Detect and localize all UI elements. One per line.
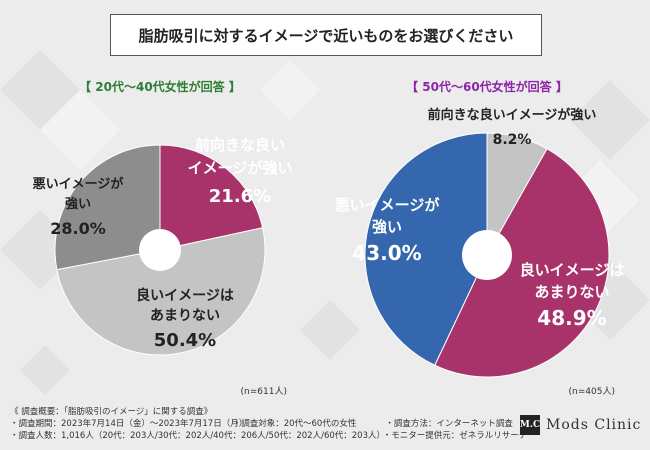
slice-value-1-1: 48.9%: [537, 306, 606, 330]
pie-slice-0-0: [159, 144, 264, 251]
n-label-1: (n=405人): [569, 386, 615, 397]
slice-label-1-2-0: 悪いイメージが: [335, 196, 441, 214]
slice-value-0-0: 21.6%: [209, 186, 271, 207]
chart-title: 脂肪吸引に対するイメージで近いものをお選びください: [110, 14, 542, 56]
slice-label-1-2-1: 強い: [372, 218, 402, 236]
group-label-1: 【 50代～60代女性が回答 】: [406, 79, 568, 94]
pie-slice-0-2: [54, 144, 161, 271]
pie-slice-1-1: [434, 148, 610, 378]
survey-footer: 《 調査概要：「脂肪吸引のイメージ」に関する調査》 ・調査期間：2023年7月1…: [10, 406, 527, 442]
group-label-0: 【 20代～40代女性が回答 】: [79, 79, 241, 94]
pie-slice-0-1: [56, 227, 266, 356]
footer-target: ・調査対象：20代～60代の女性: [232, 419, 357, 429]
slice-label-1-1-0: 良いイメージは: [520, 261, 625, 279]
slice-label-0-1-0: 良いイメージは: [136, 287, 234, 304]
footer-provider: ・モニター提供元：ゼネラルリサーチ: [382, 431, 528, 441]
clinic-logo: M.C Mods Clinic: [520, 415, 641, 435]
pie-hole-1: [462, 230, 512, 280]
pie-slice-1-2: [364, 132, 488, 366]
footer-count: ・調査人数：1,016人（20代：203人/30代：202人/40代：206人/…: [10, 431, 385, 441]
slice-label-0-0-0: 前向きな良い: [195, 136, 285, 154]
slice-label-0-2-0: 悪いイメージが: [33, 176, 124, 192]
footer-method: ・調査方法：インターネット調査: [385, 419, 513, 429]
slice-label-0-2-1: 強い: [65, 196, 91, 212]
logo-text: Mods Clinic: [546, 417, 642, 433]
slice-label-1-1-1: あまりない: [534, 283, 609, 301]
slice-value-0-1: 50.4%: [154, 330, 216, 351]
slice-label-0-0-1: イメージが強い: [188, 159, 293, 177]
slice-label-0-1-1: あまりない: [150, 308, 220, 324]
footer-heading: 《 調査概要：「脂肪吸引のイメージ」に関する調査》: [10, 407, 213, 417]
slice-value-1-0: 8.2%: [493, 132, 532, 148]
slice-label-1-0-0: 前向きな良いイメージが強い: [428, 107, 597, 123]
n-label-0: (n=611人): [241, 386, 287, 397]
logo-mark: M.C: [520, 415, 540, 435]
pie-hole-0: [139, 229, 181, 271]
slice-value-0-2: 28.0%: [50, 219, 106, 238]
footer-period: ・調査期間：2023年7月14日（金）～2023年7月17日（月）: [10, 419, 248, 429]
slice-value-1-2: 43.0%: [352, 241, 421, 265]
